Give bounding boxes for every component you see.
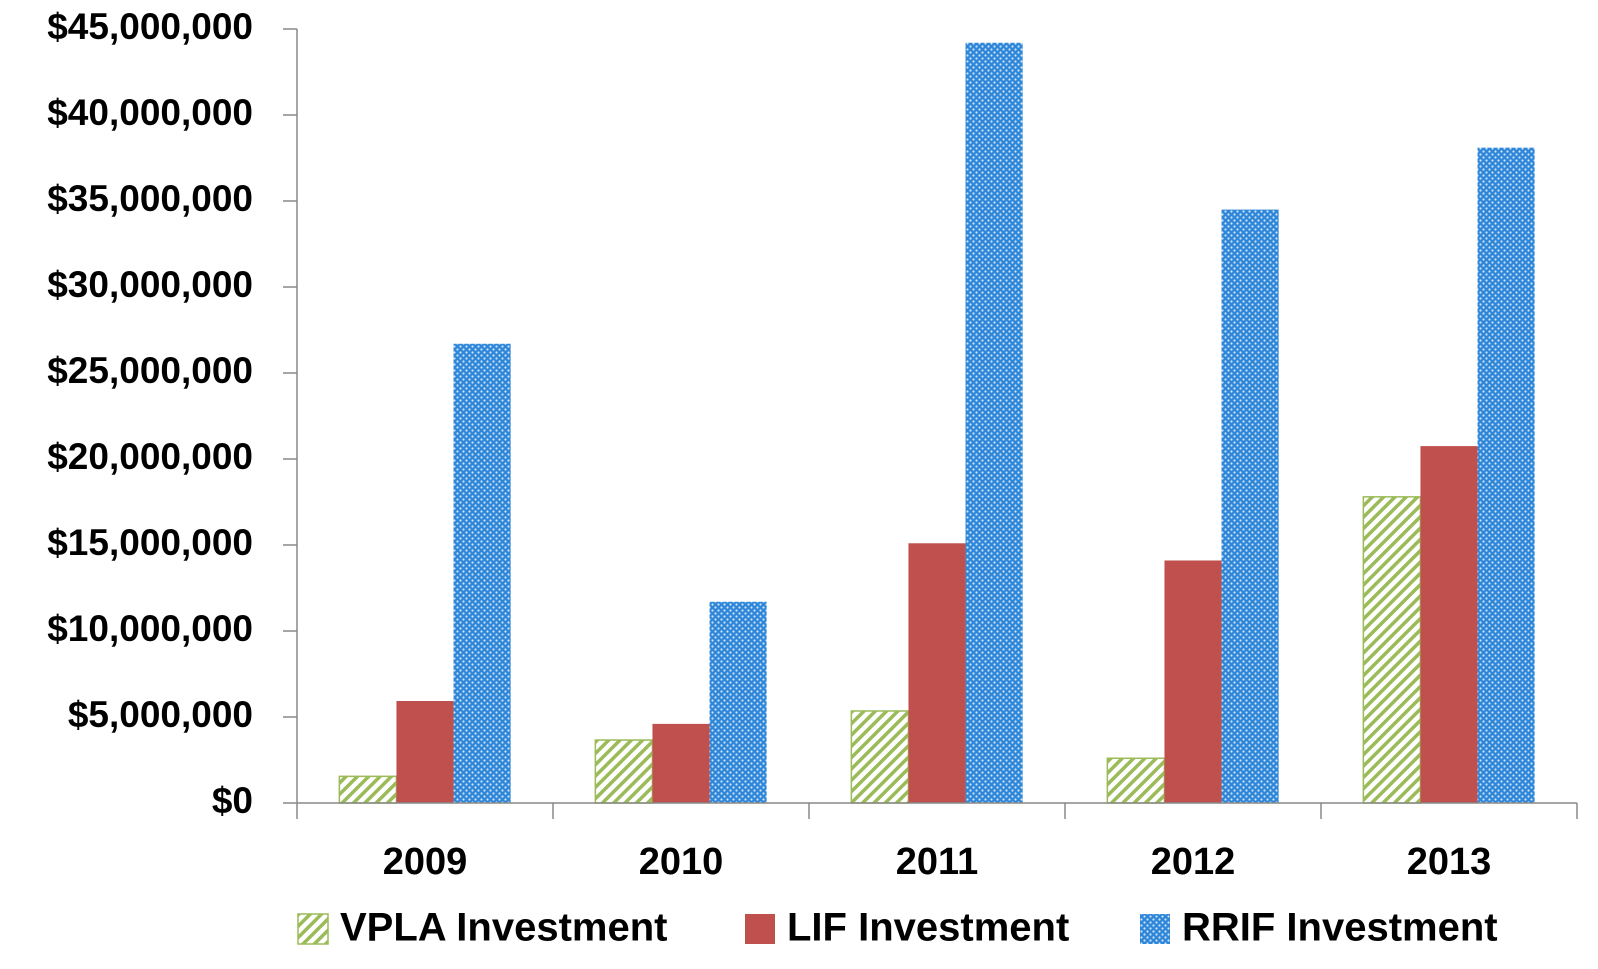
bar [1477, 147, 1535, 803]
legend-label: RRIF Investment [1182, 906, 1498, 950]
bar [965, 42, 1023, 803]
y-tick-label: $15,000,000 [47, 522, 253, 563]
bar [908, 543, 966, 803]
y-tick-label: $40,000,000 [47, 92, 253, 133]
x-tick-label: 2009 [383, 841, 468, 883]
x-tick-label: 2012 [1151, 841, 1236, 883]
bar [1362, 496, 1422, 804]
y-tick-label: $10,000,000 [47, 608, 253, 649]
bar [652, 723, 710, 803]
bar [453, 343, 511, 803]
x-tick-label: 2013 [1407, 841, 1492, 883]
bar [1221, 209, 1279, 804]
y-tick-label: $45,000,000 [47, 6, 253, 47]
legend-swatch [1140, 914, 1170, 944]
bar [1106, 757, 1166, 804]
y-tick-label: $20,000,000 [47, 436, 253, 477]
legend-swatch [745, 914, 775, 944]
x-tick-label: 2011 [896, 841, 978, 883]
legend-swatch [297, 913, 329, 945]
y-tick-label: $35,000,000 [47, 178, 253, 219]
legend-label: LIF Investment [787, 906, 1069, 950]
y-tick-label: $5,000,000 [68, 694, 253, 735]
bar [338, 775, 398, 804]
y-tick-label: $30,000,000 [47, 264, 253, 305]
x-tick-label: 2010 [639, 841, 724, 883]
y-tick-label: $25,000,000 [47, 350, 253, 391]
legend-label: VPLA Investment [340, 906, 667, 950]
bar [850, 710, 910, 804]
bar [1420, 446, 1478, 803]
bar [594, 739, 654, 804]
y-tick-label: $0 [212, 780, 253, 821]
bar [1164, 560, 1222, 803]
bar [396, 701, 454, 803]
bar [709, 601, 767, 803]
